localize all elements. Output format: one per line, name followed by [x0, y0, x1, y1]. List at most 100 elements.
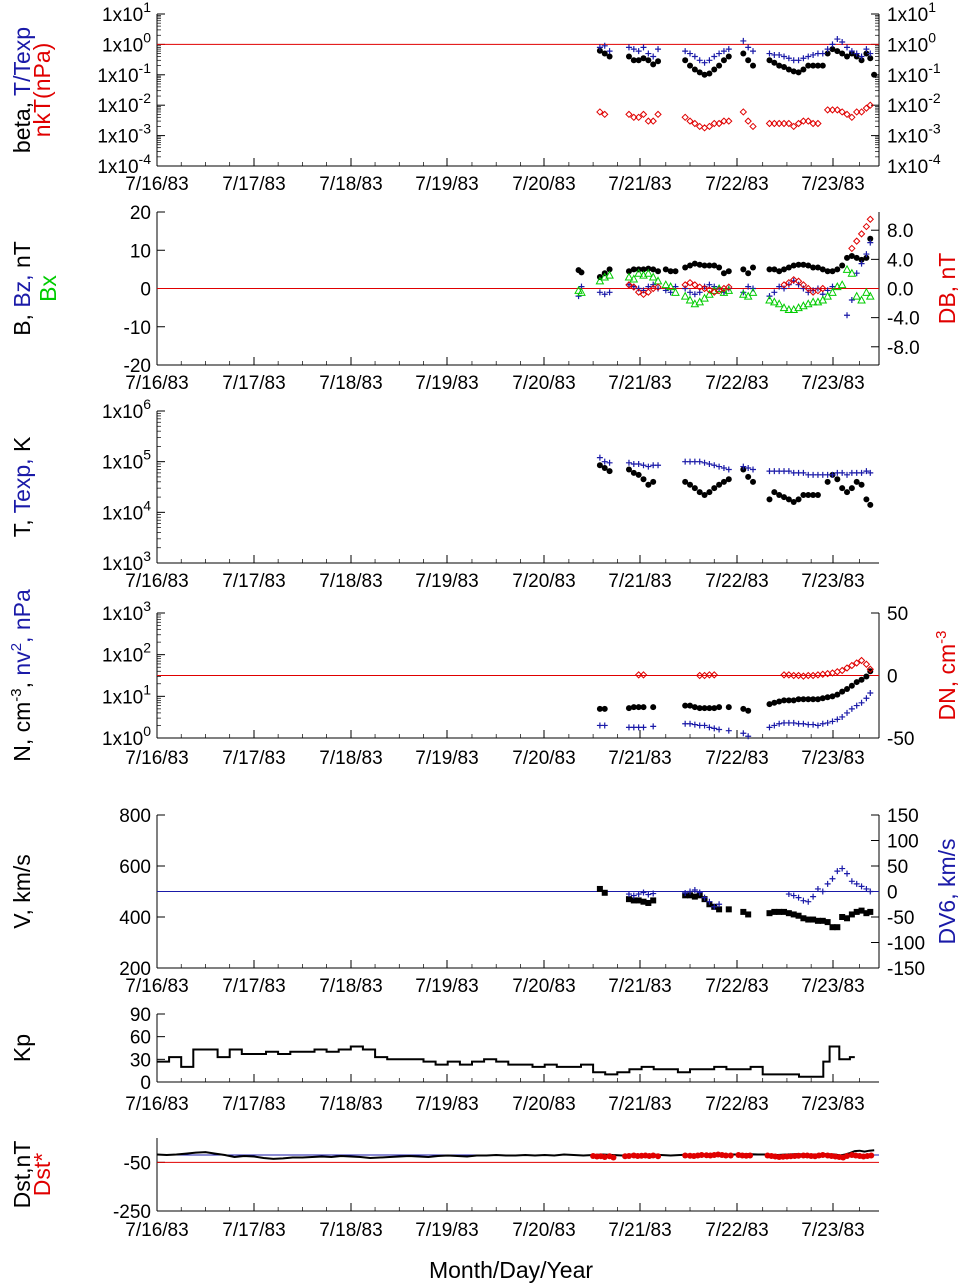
data-point: [839, 262, 846, 269]
data-point: [701, 71, 708, 78]
data-point: [844, 870, 851, 877]
data-point: [819, 888, 826, 895]
data-point: [696, 489, 703, 496]
y-right-tick-label: 1x10-2: [887, 90, 941, 117]
y-tick-label: -20: [124, 356, 151, 377]
x-tick-label: 7/18/83: [319, 1094, 382, 1115]
x-tick-label: 7/21/83: [608, 571, 671, 592]
data-point: [740, 37, 747, 44]
data-point: [844, 53, 851, 60]
data-point: [805, 696, 812, 703]
y-right-tick-label: -50: [887, 908, 914, 929]
data-point: [824, 694, 831, 701]
y-tick-label: 1x103: [102, 598, 151, 625]
x-tick-label: 7/16/83: [125, 748, 188, 769]
data-point: [654, 110, 662, 119]
data-point: [625, 110, 633, 119]
x-tick-label: 7/22/83: [705, 976, 768, 997]
y-axis-title: beta, T/Texp: [9, 27, 35, 153]
data-point: [848, 878, 855, 885]
x-tick-label: 7/23/83: [801, 748, 864, 769]
data-point: [810, 62, 817, 69]
data-point: [765, 295, 774, 304]
data-point: [725, 46, 732, 53]
data-point: [857, 295, 866, 304]
data-point: [863, 673, 870, 680]
data-point: [771, 266, 778, 273]
data-point: [819, 266, 826, 273]
data-point: [800, 491, 807, 498]
data-point: [867, 668, 874, 675]
data-point: [687, 62, 694, 69]
data-point: [853, 679, 860, 686]
y-right-tick-label: 50: [887, 857, 908, 878]
data-point: [727, 1152, 734, 1159]
data-point: [596, 289, 603, 296]
data-point: [785, 697, 792, 704]
x-tick-label: 7/19/83: [415, 174, 478, 195]
data-point: [824, 268, 831, 275]
data-point: [645, 50, 652, 57]
data-point: [671, 287, 680, 296]
data-point: [645, 891, 652, 898]
data-point: [625, 281, 633, 289]
data-point: [839, 688, 846, 695]
series-line: [157, 1045, 855, 1078]
data-point: [858, 907, 865, 914]
data-point: [834, 48, 841, 55]
data-point: [596, 47, 603, 54]
data-point: [829, 718, 836, 725]
x-tick-label: 7/20/83: [512, 373, 575, 394]
data-point: [785, 671, 793, 679]
data-point: [691, 721, 698, 728]
x-tick-label: 7/18/83: [319, 373, 382, 394]
data-point: [839, 469, 846, 476]
y-right-tick-label: 8.0: [887, 221, 913, 242]
data-point: [824, 478, 831, 485]
y-right-tick-label: -8.0: [887, 338, 920, 359]
data-point: [814, 62, 821, 69]
data-point: [857, 108, 866, 116]
y-right-tick-label: 100: [887, 832, 919, 853]
data-point: [596, 108, 604, 116]
data-point: [655, 462, 662, 469]
data-point: [833, 106, 842, 114]
data-point: [844, 471, 851, 478]
data-point: [844, 254, 851, 261]
y-tick-label: 1x100: [102, 29, 151, 56]
data-point: [687, 50, 694, 57]
data-point: [716, 62, 723, 69]
y-tick-label: 800: [119, 806, 151, 827]
data-point: [776, 283, 783, 290]
data-point: [687, 262, 694, 269]
data-point: [799, 117, 808, 125]
data-point: [814, 286, 822, 295]
data-point: [776, 51, 783, 58]
data-point: [838, 666, 846, 675]
data-point: [794, 671, 803, 680]
data-point: [711, 462, 718, 469]
data-point: [810, 264, 817, 271]
data-point: [667, 289, 674, 296]
data-point: [771, 908, 778, 915]
data-point: [749, 122, 757, 131]
x-tick-label: 7/21/83: [608, 748, 671, 769]
data-point: [810, 491, 817, 498]
data-point: [649, 117, 657, 125]
data-point: [805, 916, 812, 923]
data-point: [862, 222, 871, 231]
data-point: [601, 889, 608, 896]
y-tick-label: 1x105: [102, 447, 151, 474]
data-point: [795, 69, 802, 76]
data-point: [711, 66, 718, 73]
data-point: [853, 270, 860, 277]
data-point: [640, 704, 647, 711]
data-point: [781, 53, 788, 60]
data-point: [781, 64, 788, 71]
data-point: [839, 485, 846, 492]
data-point: [716, 463, 723, 470]
data-point: [696, 889, 703, 896]
data-point: [687, 892, 694, 899]
x-tick-label: 7/16/83: [125, 571, 188, 592]
